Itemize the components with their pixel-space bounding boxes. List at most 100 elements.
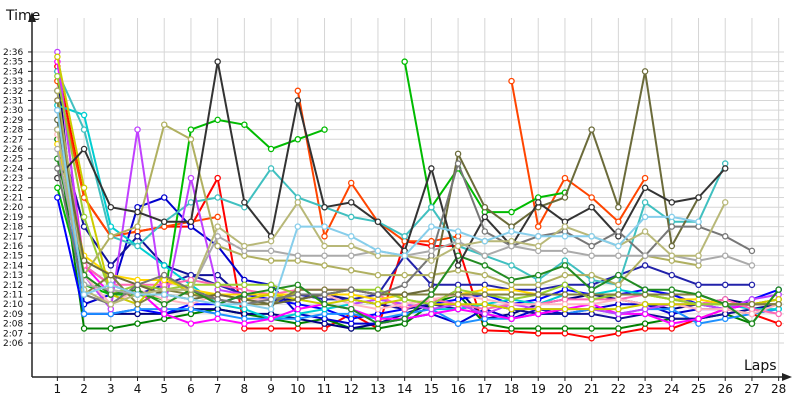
data-point xyxy=(134,300,141,308)
data-point xyxy=(241,281,248,289)
data-point xyxy=(615,252,622,259)
data-point xyxy=(160,291,168,298)
data-point xyxy=(588,305,595,313)
y-tick-label: 2:30 xyxy=(3,106,23,116)
data-point xyxy=(508,237,515,245)
y-tick-label: 2:26 xyxy=(3,145,23,155)
data-point xyxy=(588,203,595,211)
x-tick-label: 23 xyxy=(637,382,652,396)
data-point xyxy=(347,267,355,274)
data-point xyxy=(641,68,649,75)
data-point xyxy=(214,213,221,221)
data-point xyxy=(534,223,542,230)
data-point xyxy=(294,136,302,143)
data-point xyxy=(561,247,569,255)
data-point xyxy=(54,72,61,80)
data-point xyxy=(561,194,569,201)
y-tick-label: 2:24 xyxy=(3,164,23,174)
data-point xyxy=(321,242,328,250)
data-point xyxy=(187,136,195,143)
data-point xyxy=(134,223,141,230)
data-point xyxy=(641,174,649,182)
data-point xyxy=(615,228,622,235)
data-point xyxy=(160,271,168,279)
data-point xyxy=(294,291,302,298)
y-tick-label: 2:33 xyxy=(3,77,23,87)
data-point xyxy=(267,305,275,313)
x-tick-label: 28 xyxy=(771,382,786,396)
data-point xyxy=(615,305,622,313)
data-point xyxy=(481,252,489,259)
data-point xyxy=(241,242,248,250)
data-point xyxy=(695,281,702,289)
x-tick-label: 2 xyxy=(80,382,88,396)
data-point xyxy=(187,174,195,182)
data-point xyxy=(347,305,355,313)
data-point xyxy=(80,111,88,119)
data-point xyxy=(615,203,622,211)
data-point xyxy=(267,165,275,172)
data-point xyxy=(214,223,221,230)
data-point xyxy=(668,199,676,206)
y-tick-label: 2:06 xyxy=(3,339,23,349)
y-tick-label: 2:08 xyxy=(3,320,23,330)
data-point xyxy=(428,257,435,264)
data-point xyxy=(134,242,141,250)
data-point xyxy=(508,291,515,298)
data-point xyxy=(775,310,782,318)
data-point xyxy=(454,228,462,235)
data-point xyxy=(481,271,489,279)
y-tick-label: 2:32 xyxy=(3,87,23,97)
data-point xyxy=(347,296,355,303)
data-point xyxy=(721,300,729,308)
data-point xyxy=(641,228,649,235)
data-point xyxy=(748,262,756,269)
data-point xyxy=(54,106,61,114)
x-tick-label: 4 xyxy=(134,382,142,396)
data-point xyxy=(428,300,435,308)
data-point xyxy=(187,286,195,293)
data-point xyxy=(267,325,275,332)
data-point xyxy=(107,281,115,289)
data-point xyxy=(347,242,355,250)
data-point xyxy=(214,300,221,308)
data-point xyxy=(294,252,302,259)
series-line xyxy=(56,100,779,306)
data-point xyxy=(347,213,355,221)
data-point xyxy=(214,315,221,323)
data-point xyxy=(134,291,141,298)
data-point xyxy=(561,325,569,332)
data-point xyxy=(508,77,515,85)
data-point xyxy=(294,87,302,95)
y-tick-label: 2:20 xyxy=(3,203,23,213)
data-point xyxy=(80,126,88,133)
series-layer xyxy=(54,48,782,342)
data-point xyxy=(534,305,542,313)
x-tick-label: 21 xyxy=(584,382,599,396)
series-line xyxy=(56,119,779,325)
data-point xyxy=(454,150,462,158)
data-point xyxy=(561,262,569,269)
data-point xyxy=(160,121,168,128)
data-point xyxy=(641,262,649,269)
data-point xyxy=(294,305,302,313)
y-tick-label: 2:10 xyxy=(3,300,23,310)
data-point xyxy=(534,271,542,279)
data-point xyxy=(214,242,221,250)
data-point xyxy=(267,237,275,245)
data-point xyxy=(214,233,221,240)
data-point xyxy=(54,87,61,95)
y-tick-label: 2:18 xyxy=(3,223,23,233)
y-tick-label: 2:28 xyxy=(3,126,23,136)
data-point xyxy=(214,58,221,65)
data-point xyxy=(374,247,382,255)
data-point xyxy=(748,300,756,308)
x-tick-label: 22 xyxy=(611,382,626,396)
data-point xyxy=(80,257,88,264)
data-point xyxy=(641,320,649,327)
data-point xyxy=(134,126,141,133)
data-point xyxy=(721,233,729,240)
data-point xyxy=(347,179,355,187)
data-point xyxy=(481,327,489,334)
